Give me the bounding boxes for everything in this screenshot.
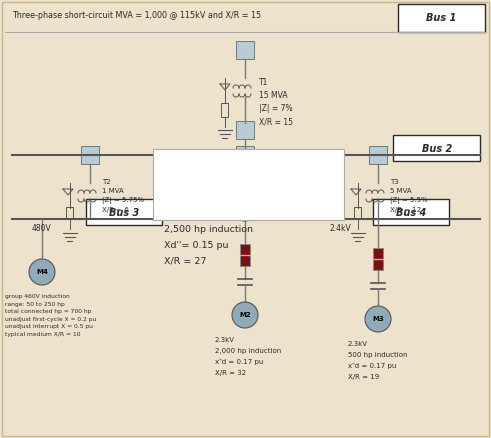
Text: 2,000 hp induction: 2,000 hp induction	[215, 348, 281, 354]
Text: M1: M1	[239, 202, 251, 208]
Text: 2.4kV: 2.4kV	[329, 224, 351, 233]
Text: M2: M2	[239, 312, 251, 318]
Text: group 460V induction
range: 50 to 250 hp
total connected hp = 700 hp
unadjust fi: group 460V induction range: 50 to 250 hp…	[5, 294, 96, 337]
FancyBboxPatch shape	[66, 207, 74, 219]
FancyBboxPatch shape	[153, 149, 344, 220]
FancyBboxPatch shape	[221, 103, 228, 117]
FancyBboxPatch shape	[86, 199, 162, 225]
Text: Bus 3: Bus 3	[109, 208, 139, 218]
Text: 480V: 480V	[32, 224, 52, 233]
Text: M4: M4	[36, 269, 48, 275]
Text: Bus 1: Bus 1	[426, 13, 456, 23]
FancyBboxPatch shape	[240, 244, 250, 266]
Circle shape	[229, 189, 261, 221]
FancyBboxPatch shape	[236, 121, 254, 139]
FancyBboxPatch shape	[236, 41, 254, 59]
Circle shape	[29, 259, 55, 285]
Text: x″d = 0.17 pu: x″d = 0.17 pu	[348, 363, 396, 369]
Text: 2,500 hp induction
Xd''= 0.15 pu
X/R = 27: 2,500 hp induction Xd''= 0.15 pu X/R = 2…	[164, 225, 253, 266]
FancyBboxPatch shape	[373, 199, 449, 225]
FancyBboxPatch shape	[355, 207, 361, 219]
Text: Three-phase short-circuit MVA = 1,000 @ 115kV and X/R = 15: Three-phase short-circuit MVA = 1,000 @ …	[12, 11, 261, 21]
FancyBboxPatch shape	[373, 248, 383, 270]
Circle shape	[365, 306, 391, 332]
Text: 2.3kV: 2.3kV	[215, 337, 235, 343]
FancyBboxPatch shape	[393, 135, 480, 161]
Text: 13.8kV: 13.8kV	[280, 160, 310, 169]
Text: X/R = 19: X/R = 19	[348, 374, 379, 380]
Circle shape	[232, 302, 258, 328]
Text: T2
1 MVA
|Z| = 5.75%
X/R = 6: T2 1 MVA |Z| = 5.75% X/R = 6	[102, 179, 144, 213]
Text: Bus 4: Bus 4	[396, 208, 426, 218]
Text: Bus 2: Bus 2	[422, 144, 452, 154]
FancyBboxPatch shape	[398, 4, 485, 32]
Text: M3: M3	[372, 316, 384, 322]
Text: 500 hp induction: 500 hp induction	[348, 352, 408, 358]
Text: T1
15 MVA
|Z| = 7%
X/R = 15: T1 15 MVA |Z| = 7% X/R = 15	[259, 78, 293, 127]
FancyBboxPatch shape	[81, 146, 99, 164]
FancyBboxPatch shape	[236, 146, 254, 164]
Text: T3
5 MVA
|Z| = 5.5%
X/R = 12: T3 5 MVA |Z| = 5.5% X/R = 12	[390, 179, 428, 213]
Text: 2.3kV: 2.3kV	[348, 341, 368, 347]
Text: X/R = 32: X/R = 32	[215, 370, 246, 376]
FancyBboxPatch shape	[369, 146, 387, 164]
Text: x″d = 0.17 pu: x″d = 0.17 pu	[215, 359, 263, 365]
